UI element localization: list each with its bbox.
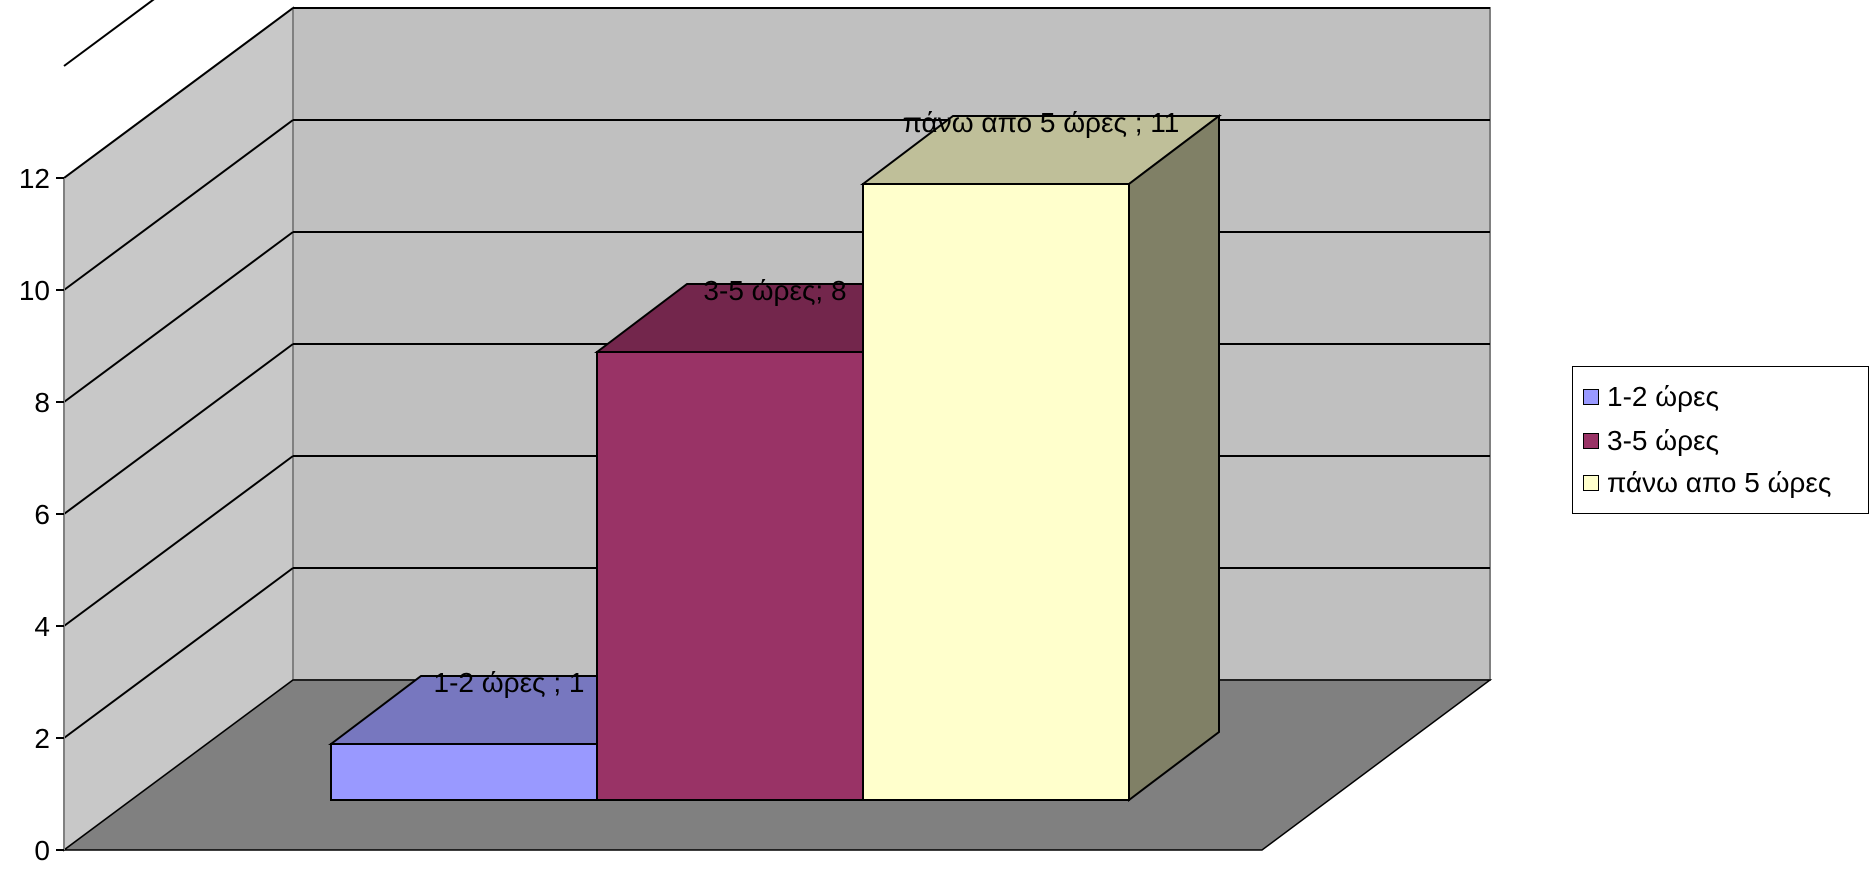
bars	[328, 113, 1222, 803]
legend-swatch-1-2	[1583, 389, 1599, 405]
legend-label-over-5: πάνω απο 5 ώρες	[1607, 467, 1832, 498]
legend-swatch-over-5	[1583, 475, 1599, 491]
legend-item-1-2: 1-2 ώρες	[1583, 377, 1719, 417]
legend-item-3-5: 3-5 ώρες	[1583, 421, 1719, 461]
gridline-side	[63, 7, 294, 179]
y-tick-label: 8	[34, 387, 50, 418]
bar	[330, 743, 598, 801]
bar	[596, 351, 864, 801]
gridline-side	[63, 119, 294, 291]
y-axis: 0 2 4 6 8 10 12	[19, 163, 65, 866]
bar	[862, 183, 1130, 801]
bar-side	[1128, 113, 1220, 803]
y-tick-label: 12	[19, 163, 50, 194]
legend-swatch-3-5	[1583, 433, 1599, 449]
legend-item-over-5: πάνω απο 5 ώρες	[1583, 463, 1831, 503]
gridline-side	[63, 0, 155, 67]
y-tick-label: 4	[34, 611, 50, 642]
gridline-side	[63, 455, 294, 627]
y-tick-label: 10	[19, 275, 50, 306]
gridline-side	[63, 567, 294, 739]
data-label: 3-5 ώρες; 8	[703, 275, 846, 306]
gridline-side	[63, 231, 294, 403]
y-tick-label: 0	[34, 835, 50, 864]
y-tick-label: 6	[34, 499, 50, 530]
gridline-side	[63, 343, 294, 515]
legend-label-1-2: 1-2 ώρες	[1607, 381, 1720, 412]
y-tick-label: 2	[34, 723, 50, 754]
legend: 1-2 ώρες 3-5 ώρες πάνω απο 5 ώρες	[1572, 366, 1869, 514]
data-labels: 1-2 ώρες ; 1 3-5 ώρες; 8 πάνω απο 5 ώρες ;…	[434, 107, 1180, 698]
legend-label-3-5: 3-5 ώρες	[1607, 425, 1720, 456]
data-label: πάνω απο 5 ώρες ; 11	[903, 107, 1180, 138]
data-label: 1-2 ώρες ; 1	[434, 667, 585, 698]
